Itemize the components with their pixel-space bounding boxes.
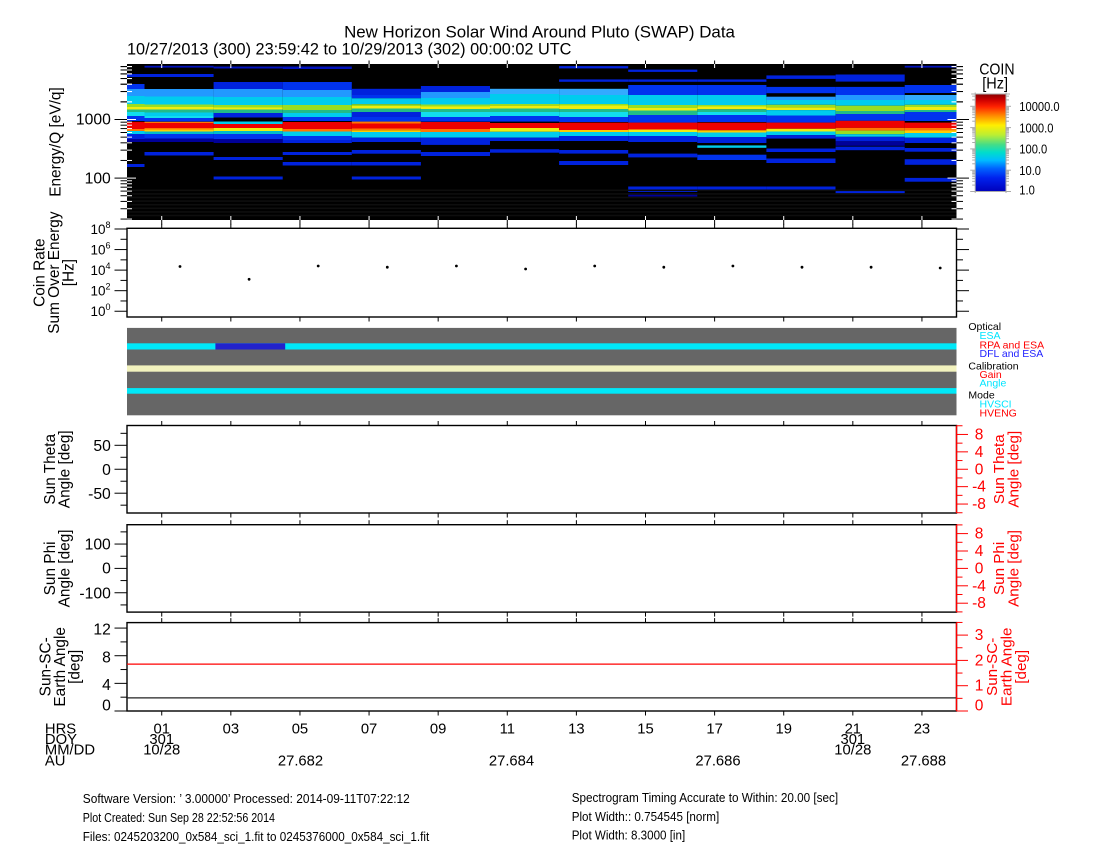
svg-text:8: 8	[975, 526, 984, 543]
svg-text:AU: AU	[45, 753, 66, 769]
svg-text:0: 0	[975, 560, 984, 577]
svg-text:0: 0	[102, 462, 111, 479]
svg-text:100: 100	[85, 170, 111, 187]
svg-text:50: 50	[93, 438, 111, 455]
svg-text:100.0: 100.0	[1019, 142, 1047, 157]
svg-text:0: 0	[102, 561, 111, 578]
svg-text:3: 3	[975, 627, 984, 644]
svg-text:4: 4	[975, 444, 984, 461]
svg-text:-4: -4	[972, 479, 986, 496]
svg-text:1000.0: 1000.0	[1019, 120, 1053, 135]
svg-text:Software Version: ’ 3.00000’: Software Version: ’ 3.00000’ Processed: …	[83, 792, 410, 806]
svg-text:-8: -8	[972, 595, 986, 612]
svg-text:Plot Width: 8.3000 [in]: Plot Width: 8.3000 [in]	[572, 829, 686, 843]
svg-text:ESA: ESA	[980, 330, 1001, 342]
svg-text:-50: -50	[88, 486, 111, 503]
svg-text:27.682: 27.682	[278, 753, 323, 769]
svg-text:Sun Phi: Sun Phi	[991, 542, 1008, 595]
svg-text:2: 2	[975, 652, 984, 669]
svg-text:4: 4	[102, 677, 111, 694]
svg-text:1000: 1000	[76, 112, 111, 129]
svg-text:RPA and ESA: RPA and ESA	[980, 339, 1045, 351]
svg-text:HRS: HRS	[45, 722, 76, 738]
svg-text:Coin Rate: Coin Rate	[32, 238, 49, 306]
svg-text:0: 0	[102, 698, 111, 715]
svg-text:Angle [deg]: Angle [deg]	[1006, 431, 1023, 508]
svg-text:[Hz]: [Hz]	[61, 259, 78, 286]
svg-text:DFL and ESA: DFL and ESA	[980, 348, 1044, 360]
svg-text:Mode: Mode	[968, 390, 994, 402]
svg-text:Gain: Gain	[980, 369, 1002, 381]
svg-text:Plot Created: Sun Sep 28 22:52: Plot Created: Sun Sep 28 22:52:56 2014	[83, 811, 275, 825]
svg-text:Spectrogram Timing Accurate to: Spectrogram Timing Accurate to Within: 2…	[572, 791, 839, 805]
svg-text:Sun Phi: Sun Phi	[42, 541, 59, 595]
svg-text:8: 8	[102, 649, 111, 666]
svg-text:Plot Width:: 0.754545 [norm]: Plot Width:: 0.754545 [norm]	[572, 810, 720, 824]
svg-text:10.0: 10.0	[1019, 163, 1041, 178]
svg-text:03: 03	[223, 722, 239, 738]
svg-text:0: 0	[975, 698, 984, 715]
svg-text:27.684: 27.684	[489, 753, 534, 769]
svg-text:10/28: 10/28	[834, 743, 871, 759]
svg-text:New Horizon Solar Wind Around: New Horizon Solar Wind Around Pluto (SWA…	[344, 22, 735, 41]
svg-text:13: 13	[568, 722, 584, 738]
svg-text:HVENG: HVENG	[980, 407, 1017, 419]
svg-text:MM/DD: MM/DD	[45, 743, 95, 759]
svg-text:Sum Over Energy: Sum Over Energy	[46, 211, 63, 334]
svg-text:301: 301	[149, 732, 174, 748]
svg-text:27.686: 27.686	[695, 753, 740, 769]
svg-text:Optical: Optical	[968, 321, 1001, 333]
svg-text:21: 21	[845, 722, 861, 738]
svg-text:15: 15	[637, 722, 653, 738]
svg-text:10/27/2013 (300) 23:59:42 to 1: 10/27/2013 (300) 23:59:42 to 10/29/2013 …	[127, 41, 572, 59]
svg-text:1.0: 1.0	[1019, 183, 1035, 198]
svg-text:27.688: 27.688	[901, 753, 946, 769]
svg-text:DOY: DOY	[45, 732, 77, 748]
svg-text:19: 19	[775, 722, 791, 738]
svg-text:Sun-SC-: Sun-SC-	[984, 638, 1001, 696]
svg-text:23: 23	[914, 722, 930, 738]
svg-text:[deg]: [deg]	[1013, 650, 1030, 684]
svg-text:-100: -100	[79, 585, 111, 602]
svg-text:Angle [deg]: Angle [deg]	[56, 430, 73, 508]
svg-text:Earth Angle: Earth Angle	[999, 628, 1016, 707]
svg-text:HVSCI: HVSCI	[980, 399, 1012, 411]
svg-text:100: 100	[85, 537, 111, 554]
svg-text:09: 09	[430, 722, 446, 738]
svg-text:1: 1	[975, 678, 984, 695]
svg-text:COIN: COIN	[979, 62, 1014, 79]
svg-text:Sun Theta: Sun Theta	[991, 434, 1008, 504]
svg-text:[Hz]: [Hz]	[982, 75, 1008, 92]
svg-text:Sun-SC-: Sun-SC-	[38, 637, 55, 696]
svg-text:Energy/Q [eV/q]: Energy/Q [eV/q]	[48, 87, 65, 197]
svg-text:-8: -8	[972, 496, 986, 513]
svg-text:12: 12	[93, 622, 110, 639]
svg-text:Angle: Angle	[980, 377, 1007, 389]
svg-text:[deg]: [deg]	[67, 650, 84, 684]
svg-text:07: 07	[361, 722, 377, 738]
svg-text:Angle [deg]: Angle [deg]	[56, 529, 73, 607]
svg-text:11: 11	[500, 722, 515, 738]
svg-text:10000.0: 10000.0	[1019, 99, 1059, 114]
svg-text:01: 01	[153, 722, 169, 738]
svg-text:Calibration: Calibration	[968, 360, 1018, 372]
svg-text:17: 17	[706, 722, 722, 738]
svg-text:-4: -4	[972, 578, 986, 595]
svg-text:Files: 0245203200_0x584_sci_1.: Files: 0245203200_0x584_sci_1.fit to 024…	[83, 830, 430, 844]
svg-text:Earth Angle: Earth Angle	[52, 627, 69, 707]
svg-text:301: 301	[840, 732, 865, 748]
svg-text:4: 4	[975, 543, 984, 560]
svg-text:Angle [deg]: Angle [deg]	[1006, 530, 1023, 607]
svg-text:0: 0	[975, 461, 984, 478]
svg-text:10/28: 10/28	[143, 743, 180, 759]
svg-text:Sun Theta: Sun Theta	[42, 433, 59, 504]
svg-text:05: 05	[292, 722, 308, 738]
svg-text:8: 8	[975, 426, 984, 443]
